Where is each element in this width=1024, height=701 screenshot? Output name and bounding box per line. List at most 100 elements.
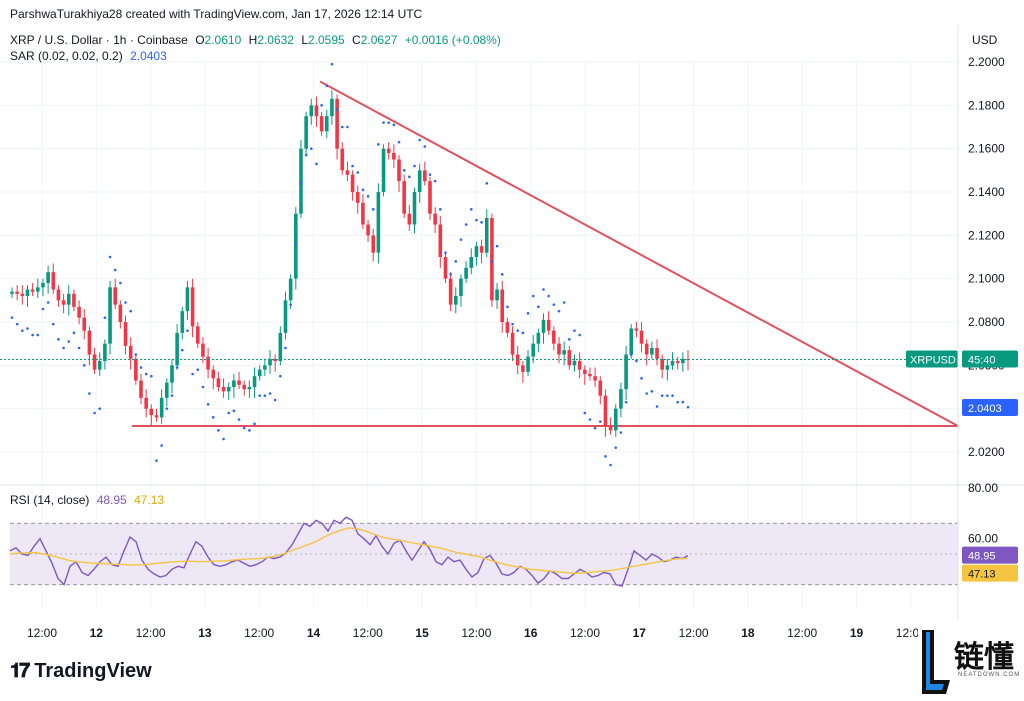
candle-body (108, 287, 112, 344)
sar-dot (469, 208, 473, 211)
candle (340, 142, 345, 175)
candle-body (278, 332, 283, 361)
sar-dot (382, 121, 385, 124)
candle-body (562, 350, 566, 355)
watermark-sub: NEATDOWN.COM (958, 672, 1021, 678)
candle-body (433, 213, 437, 225)
rsi-ma-tag: 47.13 (968, 569, 996, 581)
countdown-tag: 45:40 (968, 354, 996, 366)
candle-body (613, 408, 618, 431)
sar-dot (485, 182, 489, 185)
sar-dot (119, 281, 122, 285)
candle (252, 367, 257, 398)
currency-label[interactable]: USD (972, 33, 998, 47)
sar-dot (418, 138, 421, 142)
sar-dot (36, 333, 40, 337)
candle-body (423, 170, 427, 182)
sar-dot (552, 303, 556, 306)
candle-body (97, 361, 102, 370)
sar-dot (299, 182, 303, 185)
sar-dot (10, 316, 14, 319)
symbol-legend[interactable]: XRP / U.S. Dollar · 1h · Coinbase O2.061… (10, 33, 501, 47)
candle (335, 94, 339, 160)
candle-body (51, 272, 56, 290)
price-tick-label: 2.1400 (968, 185, 1005, 199)
change-value: +0.0016 (+0.08%) (404, 33, 501, 47)
time-tick-label: 12:00 (461, 626, 491, 640)
sar-dot (129, 309, 132, 313)
candle-body (283, 300, 288, 333)
candle-body (526, 356, 530, 372)
candle-body (123, 322, 128, 346)
candle-body (567, 350, 572, 366)
time-tick-label: 15 (415, 626, 429, 640)
candle-body (118, 304, 123, 322)
candle-body (531, 343, 535, 357)
candle-body (386, 148, 391, 153)
candle-body (185, 287, 190, 312)
candle-body (552, 330, 556, 344)
tradingview-logo[interactable]: 𝟏𝟕 TradingView (10, 660, 152, 683)
candle (144, 389, 148, 418)
candle (294, 207, 298, 290)
candle-body (77, 306, 81, 318)
sar-legend[interactable]: SAR (0.02, 0.02, 0.2) 2.0403 (10, 49, 167, 63)
sar-dot (614, 446, 618, 449)
sar-dot (655, 405, 659, 408)
resistance-trendline (319, 80, 959, 427)
candle (531, 335, 535, 364)
candle (97, 352, 102, 377)
sar-dot (263, 394, 267, 397)
sar-dot (361, 188, 365, 192)
time-tick-label: 18 (741, 626, 755, 640)
candle-body (536, 332, 541, 344)
candle (546, 311, 551, 335)
tradingview-logo-icon: 𝟏𝟕 (10, 660, 30, 682)
candle (557, 337, 561, 364)
candle (46, 265, 50, 294)
candle-body (541, 319, 546, 333)
sar-dot (604, 455, 607, 458)
candle-body (340, 148, 345, 171)
candle (139, 374, 143, 405)
candle (283, 291, 288, 340)
sar-dot (351, 164, 354, 168)
candle (572, 354, 577, 372)
candle-body (490, 218, 494, 301)
symbol-title: XRP / U.S. Dollar · 1h · Coinbase (10, 33, 188, 47)
candle (603, 389, 608, 437)
candle-body (443, 257, 448, 279)
sar-dot (170, 394, 174, 397)
candle (206, 348, 210, 379)
sar-dot (67, 340, 71, 343)
sar-dot (609, 463, 612, 467)
sar-dot (315, 162, 318, 166)
watermark: 链懂 NEATDOWN.COM (918, 628, 1021, 696)
candle (655, 339, 659, 366)
candle-body (376, 192, 381, 253)
candle (103, 339, 107, 370)
sar-dot (439, 208, 442, 211)
sar-dot (134, 353, 138, 356)
close-label: C (352, 33, 361, 47)
candle (149, 404, 154, 426)
candle-body (139, 380, 143, 398)
sar-dot (21, 329, 24, 332)
candle-body (448, 278, 453, 305)
high-value: 2.0632 (257, 33, 294, 47)
candle-body (546, 319, 551, 331)
price-tick-label: 2.1000 (968, 272, 1005, 286)
sar-dot (51, 322, 55, 326)
candle (500, 280, 505, 333)
candle (407, 205, 412, 231)
candle-body (510, 332, 515, 355)
rsi-legend[interactable]: RSI (14, close) 48.95 47.13 (10, 493, 164, 507)
sar-dot (598, 420, 602, 423)
candle-body (263, 365, 267, 370)
sar-dot (676, 400, 679, 404)
candle (650, 341, 654, 359)
candle-body (128, 345, 133, 359)
candle (350, 170, 355, 201)
candle (495, 283, 499, 309)
